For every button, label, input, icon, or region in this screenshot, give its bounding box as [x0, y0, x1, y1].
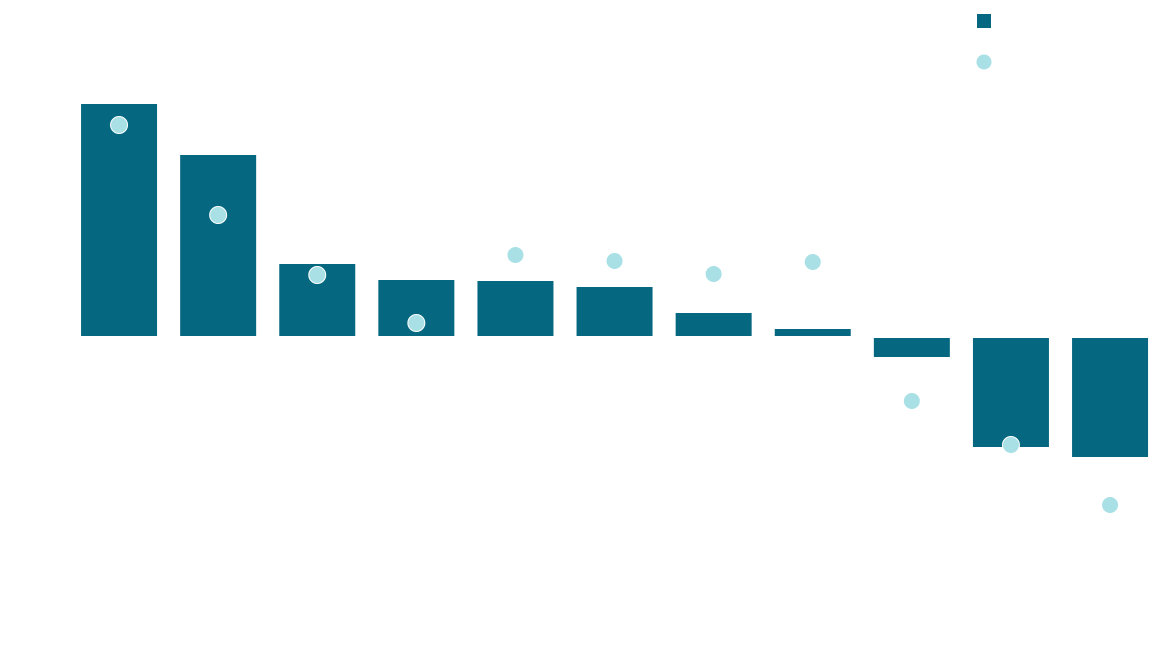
dot — [209, 206, 228, 224]
legend-marker — [976, 54, 992, 70]
bar — [477, 281, 554, 336]
bar — [972, 338, 1049, 447]
bar — [873, 338, 950, 357]
dot — [1001, 436, 1020, 454]
bar — [576, 287, 653, 336]
dot — [506, 246, 525, 264]
dot — [1101, 496, 1120, 514]
dot — [308, 266, 327, 284]
dot — [902, 392, 921, 410]
bar — [774, 329, 851, 336]
dot — [407, 314, 426, 332]
bar — [180, 155, 257, 336]
dot — [803, 253, 822, 271]
dot — [704, 265, 723, 283]
legend-marker — [977, 14, 991, 28]
dot — [605, 252, 624, 270]
bar — [675, 313, 752, 336]
bar — [81, 104, 158, 336]
bar — [1072, 338, 1149, 457]
dot — [110, 116, 129, 134]
